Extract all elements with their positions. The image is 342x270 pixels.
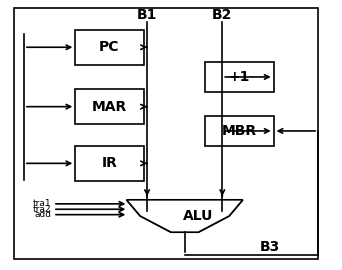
Polygon shape bbox=[127, 200, 243, 232]
Text: B1: B1 bbox=[137, 8, 157, 22]
Bar bbox=[75, 146, 144, 181]
Bar bbox=[205, 62, 274, 92]
Text: ALU: ALU bbox=[183, 209, 213, 223]
Text: PC: PC bbox=[99, 40, 120, 54]
Text: MBR: MBR bbox=[222, 124, 257, 138]
Text: B3: B3 bbox=[260, 240, 280, 254]
Text: add: add bbox=[34, 210, 51, 219]
Bar bbox=[75, 30, 144, 65]
Bar bbox=[75, 89, 144, 124]
Text: B2: B2 bbox=[212, 8, 233, 22]
Text: tra2: tra2 bbox=[33, 205, 51, 214]
Text: MAR: MAR bbox=[92, 100, 127, 114]
Text: +1: +1 bbox=[229, 70, 250, 84]
Bar bbox=[205, 116, 274, 146]
Polygon shape bbox=[127, 200, 243, 232]
Bar bbox=[14, 8, 318, 259]
Text: tra1: tra1 bbox=[33, 199, 51, 208]
Text: IR: IR bbox=[102, 156, 117, 170]
